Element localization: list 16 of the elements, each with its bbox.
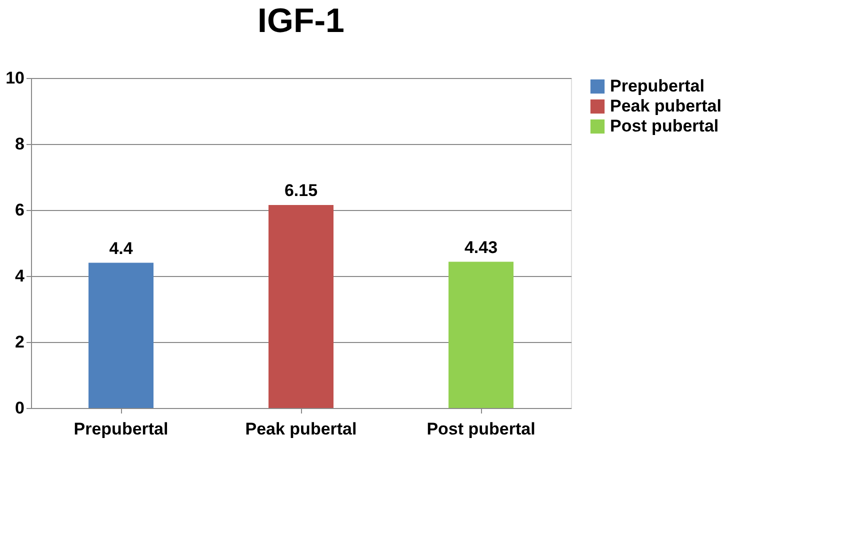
x-tick-label: Post pubertal	[426, 420, 536, 438]
y-tick-label: 10	[6, 68, 24, 88]
legend-label: Post pubertal	[610, 116, 719, 136]
legend-label: Prepubertal	[610, 76, 704, 96]
y-tick-label: 4	[15, 266, 26, 286]
y-tick-label: 8	[15, 134, 24, 154]
chart-title: IGF-1	[258, 2, 344, 40]
legend-label: Peak pubertal	[610, 96, 722, 116]
y-tick-label: 2	[15, 332, 24, 352]
data-label: 4.4	[109, 238, 134, 258]
data-label: 4.43	[464, 238, 498, 257]
x-tick-label: Peak pubertal	[245, 420, 357, 438]
x-tick-label: Prepubertal	[74, 420, 168, 438]
y-tick-label: 0	[15, 398, 24, 418]
y-tick-label: 6	[15, 200, 24, 220]
data-label: 6.15	[284, 181, 318, 200]
